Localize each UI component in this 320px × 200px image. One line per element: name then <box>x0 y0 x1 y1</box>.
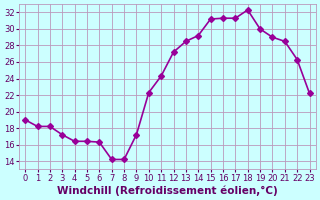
X-axis label: Windchill (Refroidissement éolien,°C): Windchill (Refroidissement éolien,°C) <box>57 185 278 196</box>
